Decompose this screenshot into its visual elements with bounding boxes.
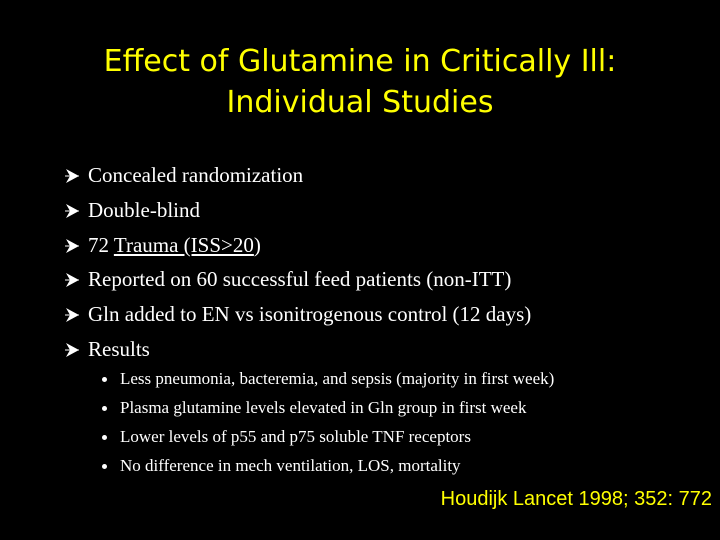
text-run: Gln added to EN vs isonitrogenous contro… bbox=[88, 302, 532, 327]
bullet-arrow bbox=[65, 273, 79, 288]
text-run: Reported on 60 successful feed patients … bbox=[88, 267, 512, 292]
slide-title: Individual Studies bbox=[226, 85, 494, 120]
sub-bullet-dot bbox=[102, 377, 107, 382]
sub-bullet-text: Lower levels of p55 and p75 soluble TNF … bbox=[120, 427, 471, 446]
text-run: Concealed randomization bbox=[88, 163, 304, 187]
bullet-text: Gln added to EN vs isonitrogenous contro… bbox=[88, 301, 531, 327]
text-run: 72 bbox=[88, 232, 114, 257]
sub-bullet-text: No difference in mech ventilation, LOS, … bbox=[120, 456, 461, 475]
bullet-text: Results bbox=[88, 336, 150, 362]
sub-bullet-dot bbox=[102, 464, 107, 469]
slide-title: Effect of Glutamine in Critically Ill: bbox=[103, 44, 617, 79]
sub-bullet-dot bbox=[102, 406, 107, 411]
bullet-arrow bbox=[65, 169, 79, 183]
bullet-arrow bbox=[65, 203, 79, 218]
sub-bullet-text: Plasma glutamine levels elevated in Gln … bbox=[120, 398, 527, 417]
bullet-text: Reported on 60 successful feed patients … bbox=[88, 266, 511, 292]
text-run: Double-blind bbox=[88, 197, 200, 222]
text-run: Trauma (ISS>20 bbox=[113, 232, 254, 257]
bullet-arrow bbox=[65, 238, 79, 253]
sub-bullet-text: Less pneumonia, bacteremia, and sepsis (… bbox=[120, 369, 555, 388]
bullet-arrow bbox=[65, 343, 79, 357]
bullet-text: Concealed randomization bbox=[88, 162, 303, 188]
bullet-arrow bbox=[65, 308, 79, 323]
citation: Houdijk Lancet 1998; 352: 772 bbox=[440, 488, 712, 510]
sub-bullet-dot bbox=[102, 435, 107, 440]
text-run: Results bbox=[88, 337, 150, 361]
bullet-text: 72 Trauma (ISS>20) bbox=[88, 232, 261, 258]
bullet-text: Double-blind bbox=[88, 197, 200, 223]
text-run: ) bbox=[253, 232, 261, 257]
